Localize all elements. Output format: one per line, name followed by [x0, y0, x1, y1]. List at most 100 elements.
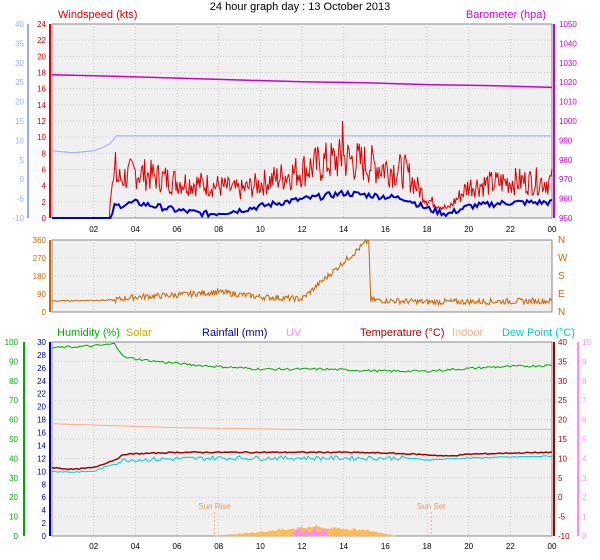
- temp-x-tick-label: 18: [423, 542, 432, 551]
- humidity-tick-label: 20: [9, 493, 18, 502]
- wind-x-tick-label: 10: [256, 225, 265, 234]
- windspeed-tick-label: 12: [37, 117, 46, 126]
- rainfall-tick-label: 16: [37, 429, 46, 438]
- uv-bar: [321, 528, 324, 536]
- uv-bar: [323, 530, 326, 536]
- temperature-tick-label: 40: [558, 338, 567, 347]
- legend-item-4: Temperature (°C): [360, 327, 444, 339]
- rainfall-tick-label: 22: [37, 390, 46, 399]
- rainfall-tick-label: 26: [37, 364, 46, 373]
- barometer-legend: Barometer (hpa): [466, 9, 546, 21]
- compass-label: E: [558, 289, 565, 300]
- barometer-tick-label: 950: [559, 214, 573, 223]
- uv-tick-label: 10: [582, 338, 591, 347]
- temp-scale-tick-label: 40: [15, 20, 24, 29]
- temperature-line: [51, 450, 552, 471]
- compass-label: S: [558, 271, 565, 282]
- temp-x-tick-label: 12: [298, 542, 307, 551]
- windspeed-tick-label: 10: [37, 133, 46, 142]
- humidity-tick-label: 40: [9, 454, 18, 463]
- temp-scale-tick-label: 0: [20, 175, 25, 184]
- humidity-tick-label: 80: [9, 377, 18, 386]
- uv-bar: [293, 532, 296, 536]
- windspeed-tick-label: 4: [42, 182, 47, 191]
- temperature-tick-label: 30: [558, 377, 567, 386]
- windspeed-tick-label: 2: [42, 198, 47, 207]
- temp-scale-tick-label: 15: [15, 117, 24, 126]
- windspeed-tick-label: 6: [42, 166, 47, 175]
- barometer-tick-label: 980: [559, 156, 573, 165]
- rainfall-tick-label: 20: [37, 403, 46, 412]
- uv-bar: [316, 531, 319, 536]
- wind-x-tick-label: 20: [464, 225, 473, 234]
- temp-scale-tick-label: -5: [17, 195, 25, 204]
- temperature-tick-label: -5: [558, 513, 566, 522]
- wind-gust-line: [52, 120, 553, 219]
- temp-scale-tick-label: 30: [15, 59, 24, 68]
- uv-tick-label: 3: [582, 474, 587, 483]
- rainfall-tick-label: 10: [37, 467, 46, 476]
- temperature-tick-label: 5: [558, 474, 563, 483]
- uv-tick-label: 2: [582, 493, 587, 502]
- direction-tick-label: 180: [33, 272, 47, 281]
- dew-point-line: [51, 454, 553, 473]
- direction-tick-label: 360: [33, 236, 47, 245]
- humidity-line: [51, 342, 553, 373]
- windspeed-tick-label: 22: [37, 36, 46, 45]
- temp-scale-tick-label: 25: [15, 78, 24, 87]
- temp-x-tick-label: 10: [256, 542, 265, 551]
- chart-title: 24 hour graph day : 13 October 2013: [210, 1, 390, 13]
- barometer-tick-label: 1050: [559, 20, 577, 29]
- wind-x-tick-label: 14: [339, 225, 348, 234]
- uv-bar: [314, 528, 317, 536]
- temp-scale-tick-label: 20: [15, 98, 24, 107]
- legend-item-2: Rainfall (mm): [202, 327, 267, 339]
- barometer-tick-label: 1000: [559, 117, 577, 126]
- barometer-tick-label: 960: [559, 195, 573, 204]
- wind-x-tick-label: 12: [298, 225, 307, 234]
- rainfall-tick-label: 30: [37, 338, 46, 347]
- uv-bar: [295, 529, 298, 536]
- uv-tick-label: 5: [582, 435, 587, 444]
- temp-scale-tick-label: 5: [20, 156, 25, 165]
- compass-label: N: [558, 235, 565, 246]
- uv-tick-label: 1: [582, 513, 587, 522]
- humidity-tick-label: 100: [5, 338, 19, 347]
- temp-x-tick-label: 22: [506, 542, 515, 551]
- barometer-tick-label: 1030: [559, 59, 577, 68]
- windspeed-tick-label: 8: [42, 149, 47, 158]
- temp-scale-tick-label: 10: [15, 136, 24, 145]
- direction-tick-label: 0: [42, 308, 47, 317]
- barometer-tick-label: 1040: [559, 39, 577, 48]
- rainfall-tick-label: 8: [42, 480, 47, 489]
- temperature-tick-label: 20: [558, 416, 567, 425]
- windspeed-tick-label: 14: [37, 101, 46, 110]
- humidity-tick-label: 70: [9, 396, 18, 405]
- direction-tick-label: 90: [37, 290, 46, 299]
- barometer-line: [51, 73, 553, 89]
- rainfall-tick-label: 24: [37, 377, 46, 386]
- temp-scale-tick-label: 35: [15, 39, 24, 48]
- temp-x-tick-label: 06: [173, 542, 182, 551]
- uv-tick-label: 0: [582, 532, 587, 541]
- barometer-tick-label: 1010: [559, 98, 577, 107]
- uv-bar: [308, 532, 311, 536]
- humidity-tick-label: 60: [9, 416, 18, 425]
- uv-bar: [304, 529, 307, 536]
- temp-x-tick-label: 02: [89, 542, 98, 551]
- sunrise-label: Sun Rise: [198, 502, 231, 511]
- legend-item-0: Humidity (%): [57, 327, 120, 339]
- temp-x-tick-label: 20: [464, 542, 473, 551]
- humidity-tick-label: 10: [9, 513, 18, 522]
- windspeed-tick-label: 24: [37, 20, 46, 29]
- uv-tick-label: 7: [582, 396, 587, 405]
- rainfall-tick-label: 12: [37, 454, 46, 463]
- temperature-tick-label: 35: [558, 357, 567, 366]
- compass-label: N: [558, 307, 565, 318]
- temp-x-tick-label: 16: [381, 542, 390, 551]
- uv-tick-label: 9: [582, 357, 587, 366]
- uv-bar: [299, 528, 302, 536]
- wind-x-tick-label: 00: [548, 225, 557, 234]
